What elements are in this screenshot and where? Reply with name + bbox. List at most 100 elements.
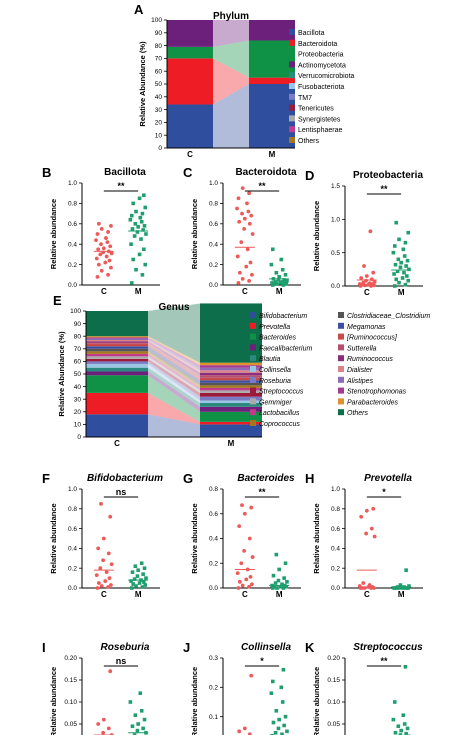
- legend-entry-E-3: Faecalibacterium: [259, 345, 312, 352]
- y-tick-label-A-2: 20: [155, 120, 163, 127]
- data-point-D-C-11: [364, 278, 369, 283]
- legend-swatch-A-6: [289, 93, 295, 100]
- data-point-D-M-15: [405, 258, 410, 263]
- data-point-C-M-17: [280, 267, 285, 272]
- data-point-F-M-11: [135, 574, 140, 578]
- y-tick-label-K-4: 0.20: [327, 655, 340, 662]
- dot-chart-H: [342, 488, 423, 590]
- data-point-J-C-15: [249, 673, 254, 678]
- flow-band-E-9: [148, 353, 200, 391]
- chart-title-D: Proteobacteria: [353, 170, 423, 181]
- chart-title-A: Phylum: [213, 11, 249, 22]
- data-point-G-C-9: [239, 561, 244, 566]
- y-tick-label-J-3: 0.3: [209, 655, 218, 662]
- data-point-B-M-0: [129, 281, 134, 285]
- bar-segment-E-M-17: [200, 367, 262, 371]
- data-point-F-C-7: [94, 573, 99, 578]
- bar-segment-E-C-6: [86, 361, 148, 364]
- data-point-D-M-13: [393, 262, 398, 267]
- data-point-C-M-12: [282, 278, 286, 282]
- bar-segment-E-C-7: [86, 358, 148, 362]
- legend-swatch-E-13: [338, 333, 344, 340]
- data-point-D-M-2: [397, 280, 401, 285]
- legend-entry-E-15: Ruminococcus: [347, 356, 393, 363]
- y-axis-label-C: Relative abundance: [190, 199, 199, 269]
- y-tick-label-E-2: 20: [74, 409, 82, 416]
- y-tick-label-C-4: 0.8: [209, 201, 218, 208]
- x-tick-label-A-0: C: [187, 150, 193, 159]
- data-point-G-C-12: [247, 536, 252, 541]
- legend-entry-A-5: Fusobacteriota: [298, 84, 344, 91]
- data-point-D-M-5: [400, 276, 405, 280]
- bar-segment-E-C-9: [86, 353, 148, 357]
- data-point-B-M-1: [140, 273, 145, 277]
- panel-label-D: D: [305, 168, 314, 183]
- data-point-C-M-16: [274, 270, 279, 275]
- y-tick-label-C-1: 0.2: [209, 262, 218, 269]
- stacked-chart-E: [83, 303, 344, 438]
- significance-label-B: **: [117, 181, 125, 191]
- x-tick-label-E-1: M: [228, 439, 235, 448]
- bar-segment-A-M-3: [249, 20, 295, 41]
- data-point-K-M-13: [393, 731, 398, 735]
- data-point-B-M-11: [135, 230, 140, 234]
- legend-swatch-E-2: [250, 333, 256, 340]
- data-point-H-C-12: [369, 526, 374, 531]
- flow-band-E-4: [148, 367, 200, 407]
- data-point-J-M-11: [276, 726, 281, 731]
- data-point-F-C-16: [99, 501, 103, 506]
- y-axis-label-E: Relative Abundance (%): [57, 331, 66, 417]
- data-point-B-M-15: [142, 224, 147, 228]
- data-point-J-M-17: [280, 700, 285, 704]
- y-tick-label-E-4: 40: [74, 384, 82, 391]
- x-tick-label-H-0: C: [364, 590, 370, 599]
- data-point-G-C-6: [248, 574, 253, 579]
- data-point-B-M-3: [143, 262, 148, 267]
- bar-segment-E-M-16: [200, 370, 262, 373]
- data-point-F-M-6: [142, 580, 146, 584]
- legend-swatch-E-16: [338, 366, 344, 372]
- data-point-F-C-9: [98, 566, 103, 571]
- data-point-K-M-17: [402, 722, 407, 726]
- legend-swatch-E-3: [250, 344, 256, 351]
- bar-segment-A-M-2: [249, 40, 295, 78]
- x-tick-label-C-0: C: [242, 287, 248, 296]
- data-point-K-M-18: [391, 717, 396, 722]
- data-point-J-M-18: [269, 691, 274, 695]
- legend-entry-E-1: Prevotella: [259, 324, 290, 331]
- data-point-B-C-0: [95, 274, 100, 279]
- legend-entry-E-9: Lactobacillus: [259, 410, 300, 417]
- y-tick-label-G-4: 0.8: [209, 486, 218, 493]
- data-point-J-M-19: [279, 685, 284, 690]
- data-point-C-M-9: [273, 280, 278, 284]
- chart-title-E: Genus: [158, 302, 190, 313]
- data-point-H-C-8: [367, 583, 372, 587]
- data-point-G-M-16: [274, 552, 279, 557]
- significance-label-F: ns: [116, 487, 127, 497]
- data-point-F-C-3: [109, 583, 113, 587]
- bar-segment-A-C-1: [167, 58, 213, 105]
- bar-segment-E-C-20: [86, 311, 148, 337]
- data-point-C-C-4: [237, 270, 242, 275]
- data-point-G-M-2: [275, 586, 279, 590]
- data-point-D-C-15: [371, 270, 376, 275]
- bar-segment-E-C-18: [86, 337, 148, 339]
- y-axis-label-G: Relative abundance: [190, 503, 199, 573]
- data-point-C-C-11: [242, 227, 247, 231]
- data-point-D-C-9: [361, 280, 366, 285]
- data-point-B-C-9: [98, 252, 103, 257]
- data-point-B-C-5: [103, 260, 108, 265]
- y-tick-label-G-3: 0.6: [209, 511, 218, 518]
- legend-swatch-E-18: [338, 387, 344, 394]
- data-point-F-M-9: [132, 577, 137, 581]
- data-point-B-C-14: [101, 246, 106, 251]
- legend-entry-A-3: Actinomycetota: [298, 62, 346, 69]
- y-tick-label-I-2: 0.10: [64, 699, 77, 706]
- data-point-C-C-5: [244, 264, 249, 269]
- y-axis-label-A: Relative Abundance (%): [138, 41, 147, 127]
- data-point-C-C-2: [240, 276, 245, 281]
- data-point-B-C-23: [109, 223, 113, 228]
- data-point-D-M-8: [402, 270, 406, 275]
- flow-band-E-11: [148, 348, 200, 386]
- data-point-F-M-17: [139, 561, 144, 566]
